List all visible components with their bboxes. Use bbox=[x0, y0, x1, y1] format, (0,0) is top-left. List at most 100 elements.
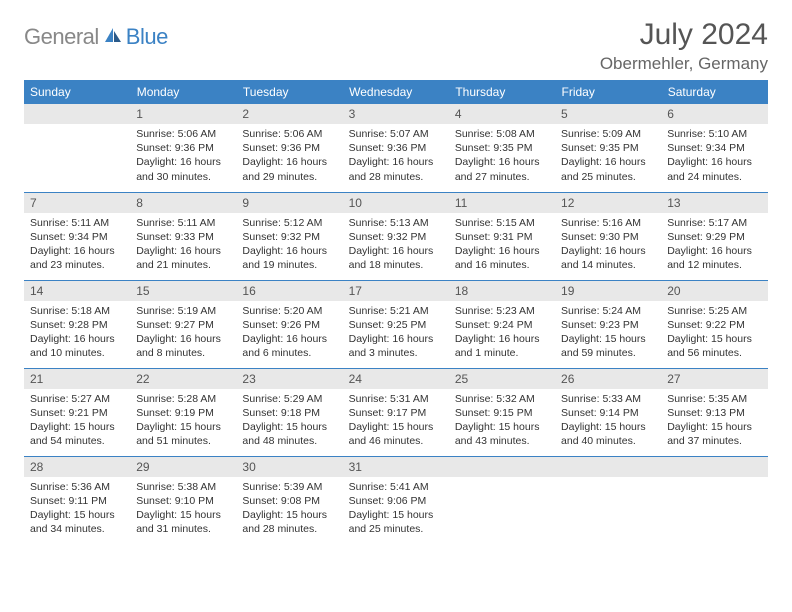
calendar-body: 1Sunrise: 5:06 AMSunset: 9:36 PMDaylight… bbox=[24, 104, 768, 544]
day-number: 18 bbox=[449, 281, 555, 301]
day-details: Sunrise: 5:25 AMSunset: 9:22 PMDaylight:… bbox=[661, 301, 767, 367]
day-number: 31 bbox=[343, 457, 449, 477]
day-details: Sunrise: 5:29 AMSunset: 9:18 PMDaylight:… bbox=[236, 389, 342, 455]
day-details: Sunrise: 5:13 AMSunset: 9:32 PMDaylight:… bbox=[343, 213, 449, 279]
day-details: Sunrise: 5:09 AMSunset: 9:35 PMDaylight:… bbox=[555, 124, 661, 190]
day-details: Sunrise: 5:19 AMSunset: 9:27 PMDaylight:… bbox=[130, 301, 236, 367]
day-number: 10 bbox=[343, 193, 449, 213]
calendar-cell: 14Sunrise: 5:18 AMSunset: 9:28 PMDayligh… bbox=[24, 280, 130, 368]
day-details: Sunrise: 5:08 AMSunset: 9:35 PMDaylight:… bbox=[449, 124, 555, 190]
day-details: Sunrise: 5:21 AMSunset: 9:25 PMDaylight:… bbox=[343, 301, 449, 367]
day-number: 24 bbox=[343, 369, 449, 389]
calendar-cell: 9Sunrise: 5:12 AMSunset: 9:32 PMDaylight… bbox=[236, 192, 342, 280]
day-number: 5 bbox=[555, 104, 661, 124]
day-details: Sunrise: 5:33 AMSunset: 9:14 PMDaylight:… bbox=[555, 389, 661, 455]
weekday-header: Thursday bbox=[449, 80, 555, 104]
calendar-cell: 15Sunrise: 5:19 AMSunset: 9:27 PMDayligh… bbox=[130, 280, 236, 368]
weekday-header: Wednesday bbox=[343, 80, 449, 104]
calendar-cell: 10Sunrise: 5:13 AMSunset: 9:32 PMDayligh… bbox=[343, 192, 449, 280]
calendar-cell: 4Sunrise: 5:08 AMSunset: 9:35 PMDaylight… bbox=[449, 104, 555, 192]
day-details: Sunrise: 5:10 AMSunset: 9:34 PMDaylight:… bbox=[661, 124, 767, 190]
day-number: 9 bbox=[236, 193, 342, 213]
day-details: Sunrise: 5:35 AMSunset: 9:13 PMDaylight:… bbox=[661, 389, 767, 455]
calendar-cell: 20Sunrise: 5:25 AMSunset: 9:22 PMDayligh… bbox=[661, 280, 767, 368]
day-details: Sunrise: 5:20 AMSunset: 9:26 PMDaylight:… bbox=[236, 301, 342, 367]
day-number: 26 bbox=[555, 369, 661, 389]
day-details: Sunrise: 5:11 AMSunset: 9:33 PMDaylight:… bbox=[130, 213, 236, 279]
day-number: 2 bbox=[236, 104, 342, 124]
calendar-cell: 24Sunrise: 5:31 AMSunset: 9:17 PMDayligh… bbox=[343, 368, 449, 456]
calendar-cell: 11Sunrise: 5:15 AMSunset: 9:31 PMDayligh… bbox=[449, 192, 555, 280]
day-number: 30 bbox=[236, 457, 342, 477]
calendar-table: SundayMondayTuesdayWednesdayThursdayFrid… bbox=[24, 80, 768, 544]
day-details: Sunrise: 5:06 AMSunset: 9:36 PMDaylight:… bbox=[236, 124, 342, 190]
day-details: Sunrise: 5:12 AMSunset: 9:32 PMDaylight:… bbox=[236, 213, 342, 279]
day-number: 28 bbox=[24, 457, 130, 477]
empty-day-number bbox=[24, 104, 130, 124]
day-number: 14 bbox=[24, 281, 130, 301]
day-number: 16 bbox=[236, 281, 342, 301]
header: General Blue July 2024 Obermehler, Germa… bbox=[24, 18, 768, 74]
day-number: 15 bbox=[130, 281, 236, 301]
calendar-cell: 7Sunrise: 5:11 AMSunset: 9:34 PMDaylight… bbox=[24, 192, 130, 280]
weekday-header: Monday bbox=[130, 80, 236, 104]
day-details: Sunrise: 5:39 AMSunset: 9:08 PMDaylight:… bbox=[236, 477, 342, 543]
calendar-cell: 17Sunrise: 5:21 AMSunset: 9:25 PMDayligh… bbox=[343, 280, 449, 368]
day-number: 11 bbox=[449, 193, 555, 213]
day-number: 13 bbox=[661, 193, 767, 213]
calendar-cell bbox=[555, 456, 661, 544]
calendar-row: 7Sunrise: 5:11 AMSunset: 9:34 PMDaylight… bbox=[24, 192, 768, 280]
weekday-header: Friday bbox=[555, 80, 661, 104]
weekday-header-row: SundayMondayTuesdayWednesdayThursdayFrid… bbox=[24, 80, 768, 104]
day-number: 12 bbox=[555, 193, 661, 213]
calendar-cell: 2Sunrise: 5:06 AMSunset: 9:36 PMDaylight… bbox=[236, 104, 342, 192]
logo: General Blue bbox=[24, 18, 168, 50]
day-details: Sunrise: 5:36 AMSunset: 9:11 PMDaylight:… bbox=[24, 477, 130, 543]
weekday-header: Sunday bbox=[24, 80, 130, 104]
day-details: Sunrise: 5:23 AMSunset: 9:24 PMDaylight:… bbox=[449, 301, 555, 367]
day-details: Sunrise: 5:15 AMSunset: 9:31 PMDaylight:… bbox=[449, 213, 555, 279]
day-details: Sunrise: 5:07 AMSunset: 9:36 PMDaylight:… bbox=[343, 124, 449, 190]
day-details: Sunrise: 5:17 AMSunset: 9:29 PMDaylight:… bbox=[661, 213, 767, 279]
day-number: 6 bbox=[661, 104, 767, 124]
calendar-cell: 22Sunrise: 5:28 AMSunset: 9:19 PMDayligh… bbox=[130, 368, 236, 456]
calendar-cell: 29Sunrise: 5:38 AMSunset: 9:10 PMDayligh… bbox=[130, 456, 236, 544]
day-details: Sunrise: 5:24 AMSunset: 9:23 PMDaylight:… bbox=[555, 301, 661, 367]
calendar-cell: 23Sunrise: 5:29 AMSunset: 9:18 PMDayligh… bbox=[236, 368, 342, 456]
calendar-cell bbox=[24, 104, 130, 192]
calendar-cell: 19Sunrise: 5:24 AMSunset: 9:23 PMDayligh… bbox=[555, 280, 661, 368]
day-number: 3 bbox=[343, 104, 449, 124]
calendar-cell: 26Sunrise: 5:33 AMSunset: 9:14 PMDayligh… bbox=[555, 368, 661, 456]
calendar-cell: 16Sunrise: 5:20 AMSunset: 9:26 PMDayligh… bbox=[236, 280, 342, 368]
calendar-cell: 28Sunrise: 5:36 AMSunset: 9:11 PMDayligh… bbox=[24, 456, 130, 544]
calendar-cell: 27Sunrise: 5:35 AMSunset: 9:13 PMDayligh… bbox=[661, 368, 767, 456]
calendar-row: 14Sunrise: 5:18 AMSunset: 9:28 PMDayligh… bbox=[24, 280, 768, 368]
calendar-cell: 5Sunrise: 5:09 AMSunset: 9:35 PMDaylight… bbox=[555, 104, 661, 192]
title-block: July 2024 Obermehler, Germany bbox=[600, 18, 768, 74]
location: Obermehler, Germany bbox=[600, 54, 768, 74]
calendar-row: 1Sunrise: 5:06 AMSunset: 9:36 PMDaylight… bbox=[24, 104, 768, 192]
empty-day-number bbox=[661, 457, 767, 477]
sail-icon bbox=[103, 26, 123, 49]
day-number: 20 bbox=[661, 281, 767, 301]
weekday-header: Tuesday bbox=[236, 80, 342, 104]
day-number: 4 bbox=[449, 104, 555, 124]
day-details: Sunrise: 5:41 AMSunset: 9:06 PMDaylight:… bbox=[343, 477, 449, 543]
day-number: 7 bbox=[24, 193, 130, 213]
day-details: Sunrise: 5:16 AMSunset: 9:30 PMDaylight:… bbox=[555, 213, 661, 279]
day-details: Sunrise: 5:28 AMSunset: 9:19 PMDaylight:… bbox=[130, 389, 236, 455]
day-details: Sunrise: 5:18 AMSunset: 9:28 PMDaylight:… bbox=[24, 301, 130, 367]
day-number: 1 bbox=[130, 104, 236, 124]
day-details: Sunrise: 5:11 AMSunset: 9:34 PMDaylight:… bbox=[24, 213, 130, 279]
day-details: Sunrise: 5:31 AMSunset: 9:17 PMDaylight:… bbox=[343, 389, 449, 455]
calendar-cell: 21Sunrise: 5:27 AMSunset: 9:21 PMDayligh… bbox=[24, 368, 130, 456]
day-number: 19 bbox=[555, 281, 661, 301]
day-details: Sunrise: 5:06 AMSunset: 9:36 PMDaylight:… bbox=[130, 124, 236, 190]
day-details: Sunrise: 5:32 AMSunset: 9:15 PMDaylight:… bbox=[449, 389, 555, 455]
day-number: 17 bbox=[343, 281, 449, 301]
day-number: 22 bbox=[130, 369, 236, 389]
calendar-cell: 30Sunrise: 5:39 AMSunset: 9:08 PMDayligh… bbox=[236, 456, 342, 544]
day-number: 29 bbox=[130, 457, 236, 477]
day-number: 21 bbox=[24, 369, 130, 389]
calendar-row: 21Sunrise: 5:27 AMSunset: 9:21 PMDayligh… bbox=[24, 368, 768, 456]
